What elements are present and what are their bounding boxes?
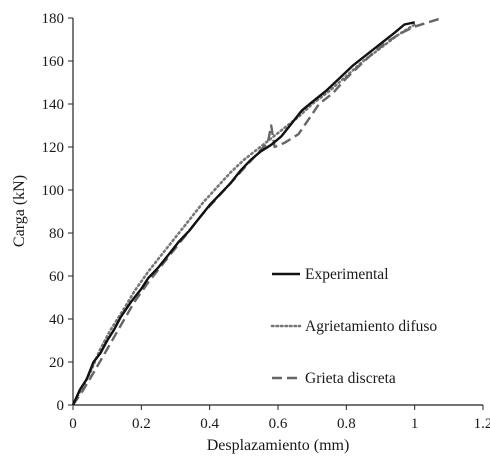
y-axis-title: Carga (kN)	[11, 175, 28, 247]
x-tick-label: 0	[69, 416, 77, 432]
legend: Experimental Agrietamiento difuso Grieta…	[270, 266, 437, 387]
x-tick-label: 1	[411, 416, 419, 432]
y-tick-label: 60	[49, 269, 64, 285]
data-series	[71, 16, 443, 407]
series-line-grieta-discreta	[72, 16, 443, 406]
y-tick-label: 180	[42, 11, 65, 27]
y-tick-label: 20	[49, 355, 64, 371]
y-tick-label: 140	[42, 97, 65, 113]
series-line-experimental	[71, 21, 415, 406]
y-tick-label: 80	[49, 226, 64, 242]
x-tick-label: 0.4	[200, 416, 219, 432]
y-tick-label: 160	[42, 54, 65, 70]
legend-label-experimental: Experimental	[305, 266, 389, 283]
y-tick-label: 0	[57, 398, 65, 414]
y-tick-label: 120	[42, 140, 65, 156]
x-axis-title: Desplazamiento (mm)	[207, 437, 350, 454]
legend-label-agrietamiento-difuso: Agrietamiento difuso	[305, 318, 437, 335]
legend-label-grieta-discreta: Grieta discreta	[305, 370, 396, 387]
x-tick-label: 0.8	[337, 416, 356, 432]
axis-ticks: 0 0.2 0.4 0.6 0.8 1 1.2 0 20 40 60 80 100 120 140 160 18…	[42, 11, 490, 432]
series-line-agrietamiento-difuso	[71, 23, 416, 407]
y-tick-label: 100	[42, 183, 65, 199]
y-tick-label: 40	[49, 312, 64, 328]
x-tick-label: 0.6	[269, 416, 288, 432]
x-tick-label: 0.2	[132, 416, 151, 432]
x-tick-label: 1.2	[474, 416, 490, 432]
